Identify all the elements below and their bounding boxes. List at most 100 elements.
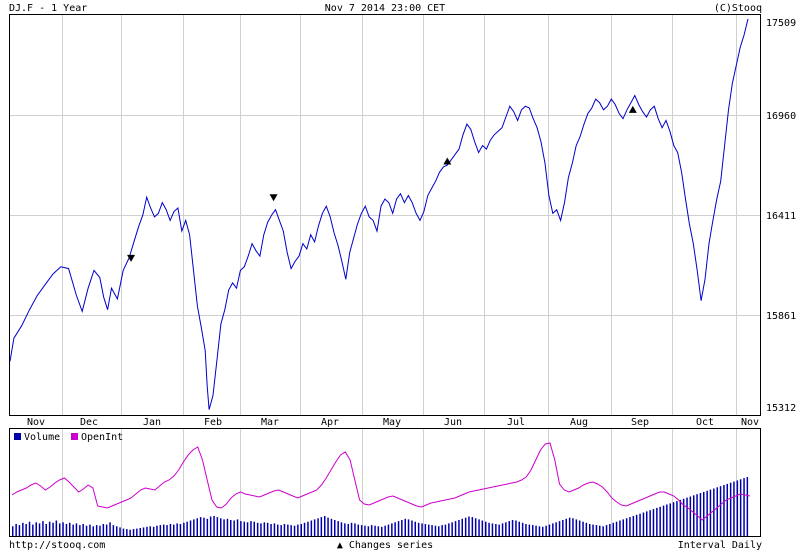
volume-bar	[397, 521, 400, 536]
volume-bar	[283, 524, 286, 536]
volume-bar	[293, 525, 296, 536]
volume-bar	[659, 506, 661, 536]
volume-bar	[38, 523, 41, 536]
volume-bar	[689, 496, 692, 536]
volume-bar	[421, 523, 423, 536]
volume-bar	[320, 517, 323, 536]
volume-bar	[669, 503, 671, 536]
open-interest-path	[11, 442, 751, 521]
volume-bar	[82, 524, 84, 536]
volume-bar	[602, 526, 604, 536]
volume-bar	[575, 519, 578, 536]
volume-bar	[508, 521, 510, 536]
x-tick-label: Jan	[143, 417, 161, 428]
volume-bar	[240, 521, 242, 536]
volume-bar	[562, 520, 564, 536]
volume-bar	[381, 526, 383, 536]
volume-bar	[615, 521, 618, 536]
volume-bar	[538, 526, 541, 536]
volume-bar	[706, 490, 708, 537]
volume-bar	[273, 523, 276, 536]
volume-bar	[12, 526, 14, 536]
symbol-title: DJ.F - 1 Year	[9, 3, 87, 14]
volume-bar	[635, 514, 638, 536]
change-markers	[127, 105, 637, 262]
volume-bar	[149, 526, 151, 536]
volume-bar	[555, 522, 557, 536]
volume-bar	[394, 522, 396, 536]
volume-bar	[105, 524, 108, 536]
volume-bar	[625, 518, 628, 537]
volume-bar	[458, 520, 460, 536]
x-tick-label: Nov	[27, 417, 45, 428]
x-tick-label: Feb	[204, 417, 222, 428]
volume-bar	[15, 524, 17, 536]
volume-bar	[233, 520, 235, 536]
volume-bar	[528, 524, 531, 536]
volume-bar	[270, 524, 272, 536]
volume-bar	[582, 521, 584, 536]
openint-legend-label: OpenInt	[81, 432, 123, 443]
volume-bar	[693, 495, 695, 536]
volume-bar	[619, 520, 621, 536]
volume-bar	[599, 525, 601, 536]
volume-bar	[521, 522, 524, 536]
volume-bar	[159, 525, 162, 536]
volume-bar	[699, 493, 702, 536]
volume-bar	[431, 525, 433, 536]
volume-bar	[142, 527, 145, 536]
volume-bar	[649, 510, 651, 536]
volume-bar	[243, 521, 245, 536]
volume-bar	[518, 521, 520, 536]
volume-bar	[119, 527, 121, 536]
volume-bar	[404, 518, 406, 536]
volume-bar	[411, 520, 413, 536]
volume-bar	[354, 523, 356, 536]
volume-bar	[448, 523, 450, 536]
volume-bar	[733, 481, 735, 536]
volume-bar	[99, 525, 101, 536]
volume-legend-swatch	[14, 433, 21, 440]
change-marker-up	[443, 157, 452, 165]
volume-bar	[18, 525, 21, 536]
volume-bar	[25, 524, 27, 536]
volume-bar	[609, 524, 611, 536]
volume-bar	[287, 524, 289, 536]
volume-bar	[256, 522, 259, 536]
volume-bar	[438, 526, 440, 536]
change-marker-down	[127, 254, 136, 262]
volume-bar	[189, 520, 192, 536]
volume-bar	[280, 525, 282, 536]
volume-bar	[572, 518, 574, 537]
volume-bar	[263, 522, 266, 536]
volume-bar	[716, 487, 718, 536]
x-tick-label: Jun	[444, 417, 462, 428]
volume-bar	[62, 522, 64, 536]
volume-bar	[324, 516, 326, 536]
price-grid	[10, 15, 760, 415]
x-axis-ticks: Nov Dec Jan Feb Mar Apr May Jun Jul Aug Sep Oct Nov	[27, 417, 759, 428]
volume-bar	[95, 525, 98, 536]
volume-bar	[491, 523, 494, 536]
volume-bar	[451, 522, 453, 536]
volume-bar	[313, 519, 316, 536]
volume-panel-frame	[9, 428, 761, 537]
x-tick-label: Aug	[570, 417, 588, 428]
volume-bar	[723, 485, 725, 536]
volume-bar	[116, 526, 118, 536]
volume-bar	[532, 525, 534, 536]
footer-url[interactable]: http://stooq.com	[9, 540, 105, 550]
volume-bar	[481, 520, 484, 536]
open-interest-line	[11, 442, 751, 521]
volume-bar	[568, 517, 571, 536]
y-axis-ticks: 15312 15861 16411 16960 17509	[766, 18, 796, 414]
volume-bars	[12, 477, 749, 537]
x-tick-label: Jul	[507, 417, 525, 428]
volume-bar	[75, 523, 78, 536]
volume-bar	[441, 525, 443, 536]
volume-bar	[303, 522, 306, 536]
volume-bar	[384, 525, 386, 536]
volume-bar	[629, 517, 631, 536]
volume-bar	[646, 511, 648, 536]
volume-bar	[236, 519, 239, 536]
